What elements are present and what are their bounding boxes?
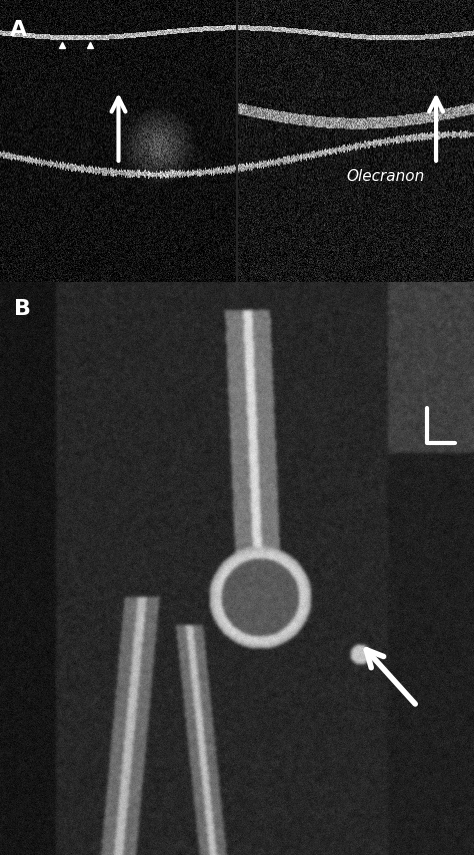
Text: B: B [14,299,31,319]
Text: A: A [9,20,27,39]
Text: Olecranon: Olecranon [346,169,424,185]
